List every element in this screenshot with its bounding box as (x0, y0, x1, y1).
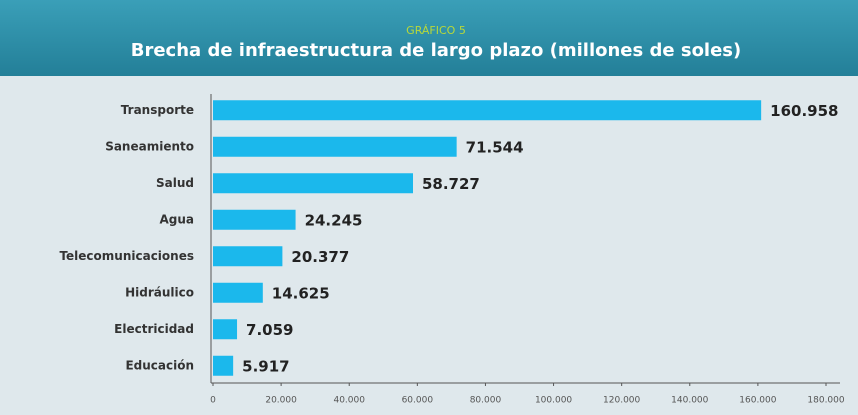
x-tick-label: 20.000 (265, 396, 297, 406)
bar (213, 136, 457, 157)
header-band (0, 0, 858, 76)
bar (213, 319, 238, 340)
bar (213, 355, 234, 376)
value-label: 160.958 (770, 102, 838, 120)
y-tick-label: Saneamiento (105, 139, 194, 153)
y-tick-label: Telecomunicaciones (59, 249, 194, 263)
value-label: 20.377 (291, 248, 349, 266)
x-tick-label: 100.000 (535, 396, 572, 406)
chart-subtitle: GRÁFICO 5 (406, 24, 466, 37)
value-label: 58.727 (422, 175, 480, 193)
value-label: 24.245 (305, 211, 363, 229)
x-tick-label: 120.000 (603, 396, 640, 406)
value-label: 7.059 (246, 321, 293, 339)
x-tick-label: 60.000 (402, 396, 434, 406)
y-tick-label: Educación (125, 358, 194, 372)
value-label: 14.625 (272, 284, 330, 302)
chart-title: Brecha de infraestructura de largo plazo… (131, 40, 742, 61)
bar (213, 282, 263, 303)
y-tick-label: Salud (156, 176, 194, 190)
x-tick-label: 80.000 (470, 396, 502, 406)
x-tick-label: 180.000 (807, 396, 844, 406)
y-tick-label: Transporte (121, 103, 194, 117)
bar (213, 246, 283, 267)
x-tick-label: 0 (210, 396, 216, 406)
x-tick-label: 140.000 (671, 396, 708, 406)
value-label: 5.917 (242, 357, 289, 375)
y-tick-label: Electricidad (114, 322, 194, 336)
bar (213, 100, 762, 121)
x-tick-label: 160.000 (739, 396, 776, 406)
bar (213, 209, 296, 230)
bar (213, 173, 413, 194)
value-label: 71.544 (466, 138, 524, 156)
x-tick-label: 40.000 (333, 396, 365, 406)
y-tick-label: Hidráulico (125, 285, 194, 299)
y-tick-label: Agua (159, 212, 194, 226)
